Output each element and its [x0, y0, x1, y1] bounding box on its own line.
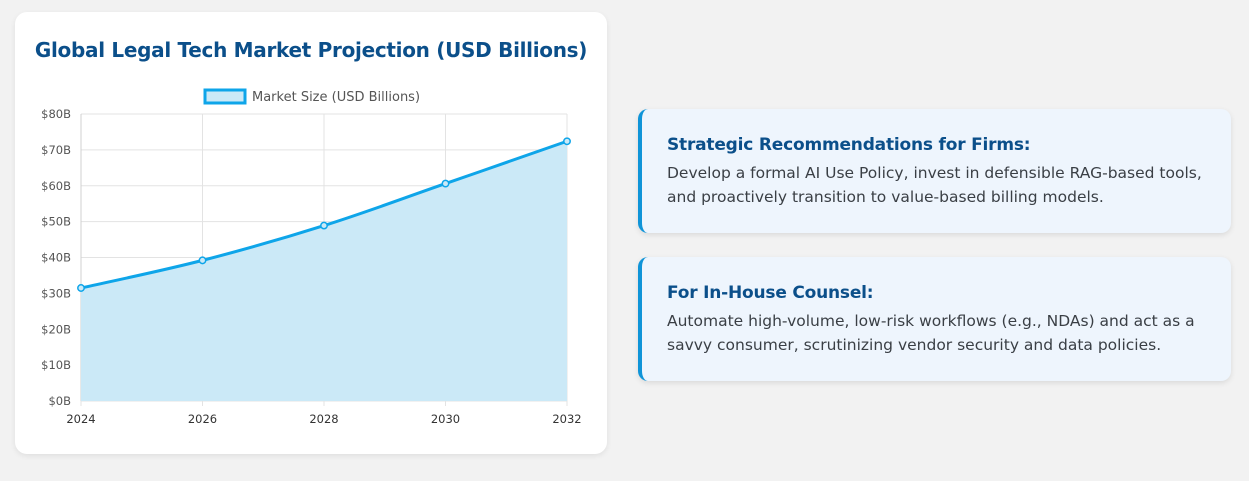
y-tick-label: $0B — [48, 394, 71, 408]
data-point — [320, 221, 328, 230]
y-tick-label: $20B — [41, 322, 71, 336]
x-tick-label: 2030 — [431, 412, 460, 426]
in-house-counsel-card: For In-House Counsel: Automate high-volu… — [638, 257, 1231, 381]
in-house-counsel-heading: For In-House Counsel: — [667, 283, 874, 303]
y-tick-label: $50B — [41, 215, 71, 229]
legend-label: Market Size (USD Billions) — [252, 90, 420, 105]
series-area — [81, 141, 567, 401]
chart-title: Global Legal Tech Market Projection (USD… — [34, 38, 588, 62]
market-projection-chart: $0B $10B $20B $30B $40B $50B $60B $70B $80B 2024 2… — [41, 88, 582, 426]
recommendations-card: Strategic Recommendations for Firms: Dev… — [638, 109, 1231, 233]
legend-swatch — [203, 88, 247, 105]
data-point — [77, 284, 85, 292]
y-tick-label: $80B — [41, 107, 71, 121]
in-house-counsel-text: Automate high-volume, low-risk workflows… — [667, 312, 1195, 354]
y-tick-label: $40B — [41, 251, 71, 265]
x-tick-label: 2024 — [66, 412, 95, 426]
data-point — [198, 256, 207, 265]
y-tick-label: $30B — [41, 286, 71, 300]
y-tick-label: $70B — [41, 143, 71, 157]
x-tick-label: 2032 — [552, 412, 581, 426]
data-point — [441, 179, 450, 188]
chart-card: Global Legal Tech Market Projection (USD… — [15, 12, 607, 454]
recommendations-text: Develop a formal AI Use Policy, invest i… — [667, 164, 1202, 206]
recommendations-heading: Strategic Recommendations for Firms: — [667, 135, 1031, 155]
x-tick-label: 2028 — [309, 412, 338, 426]
data-point — [563, 137, 571, 146]
x-tick-label: 2026 — [188, 412, 217, 426]
y-tick-label: $60B — [41, 179, 71, 193]
y-tick-label: $10B — [41, 358, 71, 372]
